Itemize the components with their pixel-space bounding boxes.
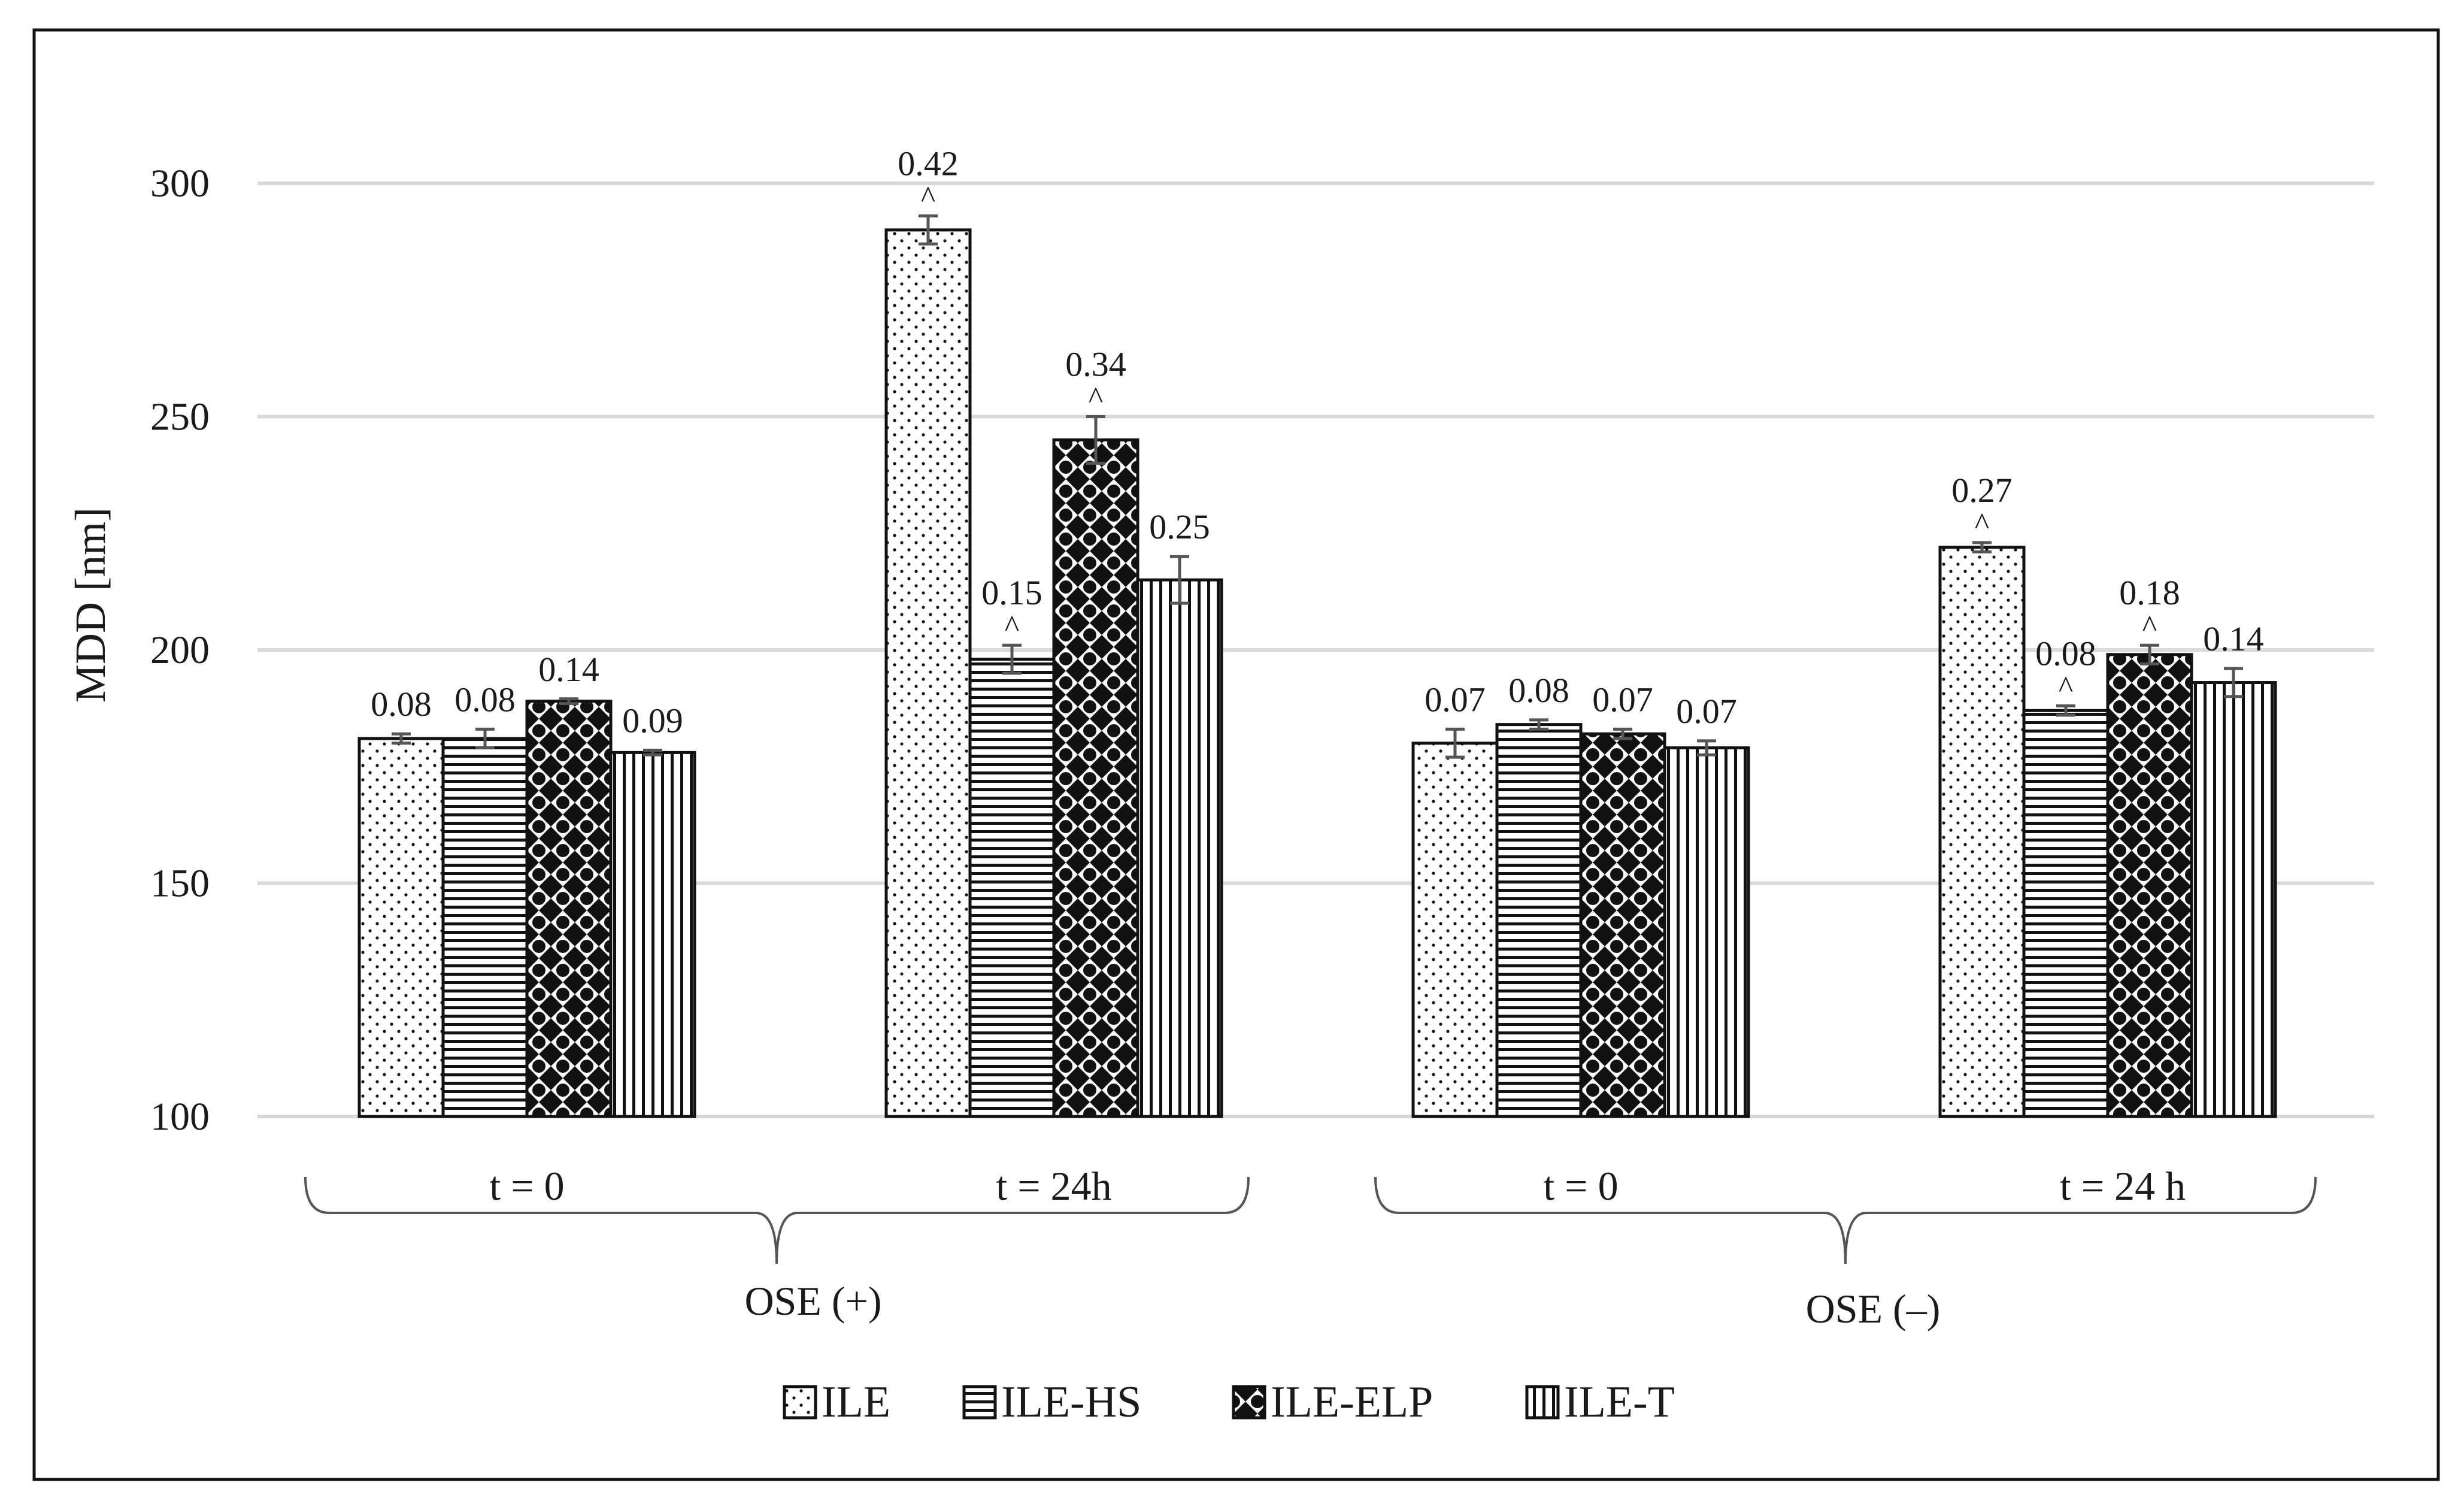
bar-ile-hs-1 [968,658,1056,1118]
legend-label: ILE [822,1378,890,1427]
group-brace [1374,1176,2317,1264]
bar-ile-t-1 [1136,578,1223,1118]
x-category-label: t = 0 [489,1163,564,1209]
data-label: 0.14 [538,650,599,689]
y-tick-label: 250 [150,395,210,439]
category-braces: t = 0 t = 24h t = 0 t = 24 h OSE (+) OSE (–) [304,1163,2317,1332]
significance-caret: ^ [1005,610,1019,644]
group-label: OSE (–) [1806,1286,1941,1332]
x-category-label: t = 24 h [2060,1163,2186,1209]
bar-ile-3 [1938,546,2026,1118]
bar-ile-t-3 [2190,681,2277,1118]
bar-ile-hs-2 [1495,723,1583,1118]
legend-swatch-ile-t [1525,1385,1560,1420]
group-brace [304,1176,1250,1264]
bar-ile-0 [357,737,445,1118]
significance-caret: ^ [1975,507,1989,541]
bar-ile-elp-1 [1052,438,1139,1118]
bars: 0.08 0.080.140.09^0.42^0.15^0.340.250.07 0… [357,144,2277,1118]
data-label: 0.07 [1425,680,1486,719]
legend-swatch-ile [783,1385,817,1420]
bar-ile-t-2 [1663,746,1750,1118]
bar-ile-2 [1411,742,1499,1118]
legend-swatch-ile-elp [1232,1385,1266,1420]
data-label: 0.15 [981,573,1042,612]
bar-ile-elp-3 [2106,653,2193,1118]
data-label: 0.27 [1951,471,2013,510]
x-category-label: t = 24h [996,1163,1111,1209]
legend-swatch-ile-hs [962,1385,997,1420]
data-label: 0.25 [1149,507,1210,546]
y-tick-label: 100 [150,1095,210,1139]
data-label: 0.08 [454,680,516,719]
data-label: 0.42 [898,144,959,183]
data-label: 0.07 [1592,680,1653,719]
data-label: 0.08 [2035,634,2096,673]
y-axis-title: MDD [nm] [66,507,114,703]
x-category-label: t = 0 [1543,1163,1618,1209]
bar-ile-hs-3 [2022,709,2110,1118]
y-tick-label: 300 [150,162,210,205]
y-axis-ticks: 100 150 200 250 300 [150,162,210,1139]
bar-ile-elp-0 [525,700,613,1118]
legend-label: ILE-HS [1001,1378,1141,1427]
significance-caret: ^ [1089,382,1103,416]
significance-caret: ^ [921,181,935,215]
legend: ILE ILE-HS ILE-ELP ILE-T [783,1378,1675,1427]
data-label: 0.09 [622,701,683,740]
significance-caret: ^ [2142,610,2157,644]
bar-ile-elp-2 [1579,732,1666,1118]
y-tick-label: 150 [150,862,210,906]
data-label: 0.07 [1676,692,1737,731]
bar-ile-hs-0 [441,737,529,1118]
legend-label: ILE-T [1564,1378,1675,1427]
data-label: 0.08 [371,685,432,724]
data-label: 0.18 [2119,573,2180,612]
data-label: 0.34 [1065,345,1126,384]
bar-ile-t-0 [609,751,696,1118]
significance-caret: ^ [2059,670,2073,704]
group-label: OSE (+) [744,1278,881,1324]
data-label: 0.14 [2203,619,2264,658]
y-tick-label: 200 [150,628,210,672]
data-label: 0.08 [1508,671,1569,710]
bar-ile-1 [884,228,972,1118]
legend-label: ILE-ELP [1271,1378,1433,1427]
